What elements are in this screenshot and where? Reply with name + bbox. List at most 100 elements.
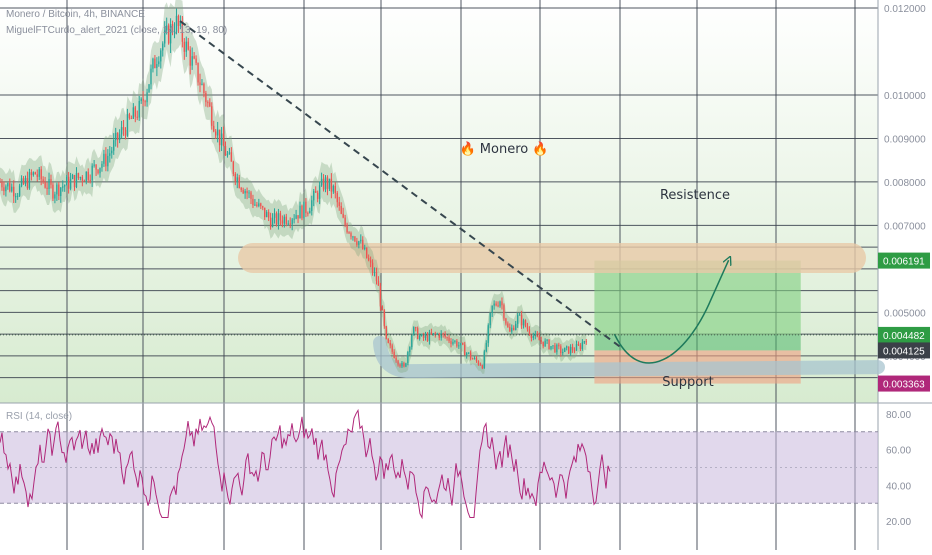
candle-body [373, 272, 376, 274]
candle-body [156, 64, 158, 69]
candle-body [530, 334, 533, 339]
candle-body [454, 340, 456, 342]
candle-body [124, 130, 127, 136]
candle-body [309, 210, 311, 214]
candle-body [138, 101, 140, 118]
candle-body [242, 189, 244, 194]
candle-body [267, 212, 270, 218]
candle-body [238, 177, 240, 188]
candle-body [240, 187, 242, 190]
candle-body [360, 239, 362, 242]
candle-body [299, 205, 301, 219]
candle-body [311, 200, 313, 211]
candle-body [244, 191, 246, 194]
candle-body [52, 184, 54, 199]
candle-body [467, 352, 470, 354]
support-zone [373, 335, 885, 379]
candle-body [522, 320, 525, 326]
candle-body [173, 31, 176, 33]
symbol-legend[interactable]: Monero / Bitcoin, 4h, BINANCE [6, 9, 145, 20]
candle-body [469, 352, 472, 359]
candle-body [285, 216, 287, 224]
candle-body [558, 344, 560, 347]
candle-body [344, 217, 346, 225]
candle-body [501, 301, 503, 306]
candle-body [205, 92, 207, 103]
candle-body [58, 184, 60, 197]
candle-body [115, 132, 117, 141]
candle-body [216, 129, 219, 136]
candle-body [91, 165, 93, 181]
candle-body [416, 328, 419, 339]
candle-body [24, 178, 27, 184]
candle-body [101, 163, 103, 168]
candle-body [548, 339, 550, 350]
candle-body [383, 310, 386, 327]
candle-body [287, 223, 289, 225]
candle-body [316, 192, 319, 199]
candle-body [144, 101, 146, 103]
candle-body [503, 305, 505, 319]
candle-body [573, 350, 576, 352]
candle-body [71, 175, 74, 179]
candle-body [493, 303, 495, 306]
candle-body [544, 340, 546, 347]
price-axis-tick: 0.009000 [884, 134, 926, 145]
candle-body [211, 106, 213, 126]
candle-body [67, 176, 70, 189]
candle-body [330, 178, 333, 192]
candle-body [250, 192, 252, 199]
candle-body [313, 191, 315, 201]
candle-body [26, 178, 29, 189]
candle-body [36, 174, 38, 177]
candle-body [236, 177, 238, 182]
candle-body [15, 196, 17, 198]
rsi-panel[interactable]: 80.00 60.00 40.00 20.00 [0, 408, 911, 528]
candle-body [130, 118, 133, 120]
candle-body [352, 236, 354, 238]
indicator-legend[interactable]: MiguelFTCurdo_alert_2021 (close, 14, 13,… [6, 25, 228, 36]
candle-body [424, 334, 427, 338]
candle-body [481, 365, 484, 369]
rsi-axis-tick: 20.00 [886, 517, 911, 528]
candle-body [213, 125, 215, 132]
price-axis-tick: 0.010000 [884, 91, 926, 102]
candle-body [552, 345, 554, 347]
candle-body [303, 201, 305, 219]
candle-body [93, 164, 95, 166]
candle-body [281, 220, 284, 224]
candle-body [0, 181, 1, 183]
price-tag-label: 0.003363 [883, 380, 925, 391]
candle-body [152, 58, 154, 69]
candle-body [534, 333, 537, 336]
candle-body [495, 303, 497, 306]
candle-body [95, 164, 97, 170]
candle-body [116, 132, 119, 141]
candle-body [420, 334, 423, 336]
candle-body [401, 362, 403, 367]
candle-body [403, 362, 405, 367]
candle-body [11, 186, 13, 192]
price-axis[interactable]: 0.012000 0.010000 0.009000 0.008000 0.007000… [0, 4, 930, 392]
candle-body [42, 179, 44, 183]
candle-body [379, 285, 382, 307]
candle-body [167, 25, 170, 44]
resistance-zone [238, 243, 866, 274]
candle-body [407, 352, 409, 364]
candle-body [328, 178, 331, 189]
candle-body [85, 171, 87, 182]
candle-body [460, 343, 462, 346]
candle-body [105, 153, 107, 167]
rsi-legend[interactable]: RSI (14, close) [6, 411, 73, 422]
candle-body [226, 153, 229, 156]
candle-body [518, 314, 521, 316]
price-tag-label: 0.006191 [883, 257, 925, 268]
candle-body [571, 346, 574, 351]
candle-body [579, 345, 582, 350]
candle-body [391, 345, 393, 352]
candle-body [473, 358, 476, 360]
candle-body [532, 335, 535, 339]
forecast-arrow [613, 260, 728, 364]
